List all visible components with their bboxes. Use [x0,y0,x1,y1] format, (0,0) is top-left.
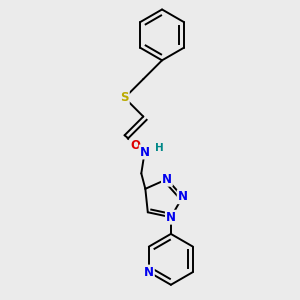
Text: N: N [162,173,172,186]
Text: N: N [140,146,150,158]
Text: O: O [130,139,140,152]
Text: H: H [155,143,164,153]
Text: N: N [144,266,154,279]
Text: S: S [120,91,129,104]
Text: N: N [178,190,188,203]
Text: N: N [166,211,176,224]
